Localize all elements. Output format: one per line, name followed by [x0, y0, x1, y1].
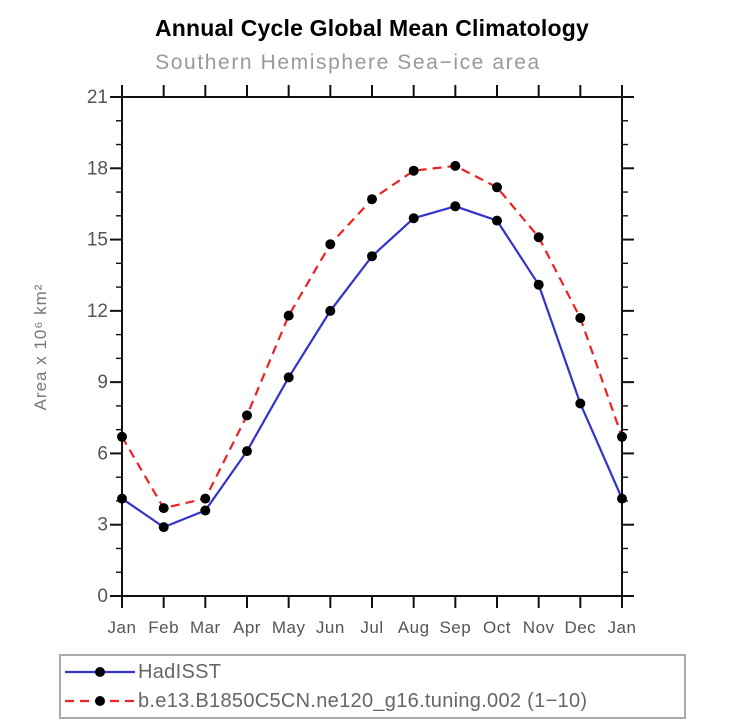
data-point-marker — [325, 239, 336, 250]
legend-line-sample — [65, 696, 135, 706]
x-tick-label: Apr — [233, 618, 261, 637]
y-tick-label: 3 — [97, 515, 108, 536]
data-point-marker — [117, 431, 127, 442]
y-tick-label: 0 — [97, 586, 108, 607]
data-point-marker — [533, 232, 544, 243]
x-tick-label: Dec — [564, 618, 596, 637]
plot-frame — [121, 96, 623, 597]
data-point-marker — [325, 305, 336, 316]
series-line-1 — [121, 164, 624, 510]
x-tick-label: May — [272, 618, 306, 637]
data-point-marker — [450, 160, 461, 171]
data-point-marker — [617, 431, 627, 442]
legend-marker-dot — [95, 667, 105, 677]
data-point-marker — [158, 522, 169, 533]
data-point-marker — [158, 503, 169, 514]
data-point-marker — [367, 251, 377, 262]
chart-canvas: 0 3 6 9 12 15 18 21 Jan Feb Mar Apr May Jun Jul Aug Sep O… — [31, 85, 637, 637]
x-tick-label: Jul — [360, 618, 383, 637]
data-point-marker — [617, 493, 627, 504]
x-tick-label: Jan — [608, 618, 637, 637]
x-tick-label: Nov — [523, 618, 555, 637]
legend-box: HadISST b.e13.B1850C5CN.ne120_g16.tuning.… — [59, 654, 686, 719]
data-point-marker — [117, 493, 127, 504]
y-tick-label: 12 — [87, 301, 108, 322]
data-point-marker — [408, 213, 419, 224]
data-point-marker — [367, 194, 377, 205]
legend-item: b.e13.B1850C5CN.ne120_g16.tuning.002 (1−… — [64, 688, 684, 714]
data-point-marker — [533, 279, 544, 290]
y-tick-label: 9 — [97, 372, 108, 393]
data-point-marker — [492, 182, 502, 193]
data-point-marker — [575, 398, 586, 409]
legend-item: HadISST — [64, 659, 684, 685]
data-point-marker — [450, 201, 461, 212]
x-tick-label: Jan — [108, 618, 137, 637]
y-axis-title: Area x 10⁶ km² — [31, 284, 50, 411]
x-tick-label: Jun — [316, 618, 345, 637]
data-point-marker — [200, 493, 211, 504]
y-tick-label: 18 — [87, 158, 108, 179]
legend-line-sample — [65, 667, 135, 677]
legend-marker-dot — [95, 696, 105, 706]
x-tick-label: Sep — [439, 618, 471, 637]
x-tick-label: Aug — [398, 618, 430, 637]
legend-item-label: HadISST — [138, 660, 222, 683]
x-tick-label: Feb — [148, 618, 179, 637]
data-point-marker — [283, 372, 294, 383]
chart-subtitle: Southern Hemisphere Sea−ice area — [155, 51, 541, 74]
y-tick-label: 21 — [87, 87, 108, 108]
x-tick-label: Mar — [190, 618, 221, 637]
data-point-marker — [575, 313, 586, 323]
y-tick-label: 6 — [97, 443, 108, 464]
data-point-marker — [408, 165, 419, 176]
y-tick-label: 15 — [87, 230, 108, 251]
data-point-marker — [492, 215, 502, 226]
data-point-marker — [200, 505, 211, 516]
data-point-marker — [242, 410, 252, 421]
x-tick-label: Oct — [483, 618, 511, 637]
data-point-marker — [242, 446, 252, 457]
data-point-marker — [283, 310, 294, 321]
chart-title: Annual Cycle Global Mean Climatology — [154, 15, 590, 41]
legend-item-label: b.e13.B1850C5CN.ne120_g16.tuning.002 (1−… — [138, 689, 588, 712]
